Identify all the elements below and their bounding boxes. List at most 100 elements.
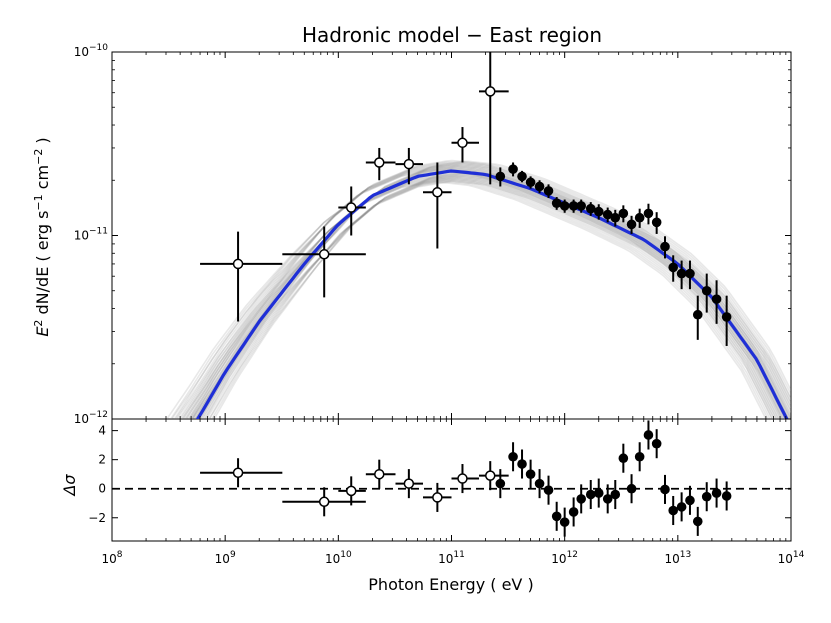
sample-curve [192,180,769,419]
sample-curve [165,167,778,419]
hess-residual [668,505,678,516]
hess-point [634,212,645,223]
fermi-residual [485,470,496,481]
fermi-point [457,137,468,149]
y-title-s-exp: −1 [32,194,45,210]
hess-residual [568,507,579,517]
hess-point [593,206,604,217]
fermi-point [374,157,385,168]
fermi-point [345,202,357,213]
sample-curve [201,164,791,419]
hess-point [610,212,621,223]
hess-residual [711,488,722,498]
fermi-point [432,187,443,198]
fermi-point [232,258,244,270]
hess-residual [585,489,596,500]
sample-curve [205,179,786,419]
y-title-cm-exp: −2 [32,149,45,165]
sample-curve [188,165,782,419]
x-tick-label: 108 [101,550,122,566]
res-y-tick-label: 0 [98,482,106,496]
sample-curve [183,176,776,419]
hess-residual [551,511,562,522]
sample-curve [186,177,774,419]
hess-point [534,181,545,192]
hess-point [559,201,570,211]
chart-title: Hadronic model − East region [302,23,602,47]
residual-panel-points [112,420,791,537]
x-tick-label: 109 [215,550,236,566]
hess-residual [602,494,613,504]
hess-residual [534,478,545,489]
fermi-residual [318,496,330,508]
y-tick-label: 10−11 [74,227,108,243]
hess-point [676,268,687,279]
hess-residual [610,489,621,500]
sample-curve [208,180,784,419]
hess-point [618,208,629,219]
res-y-tick-label: 2 [98,453,106,467]
hess-point [626,219,637,230]
sample-curve [189,160,791,419]
hess-residual [618,453,629,464]
x-tick-label: 1013 [664,550,691,566]
hess-residual [701,491,712,502]
sample-curve [194,181,767,419]
hess-residual [692,516,703,527]
hess-point [517,171,527,182]
y-title-e-exp: 2 [32,320,45,327]
sample-curve [175,174,780,419]
hess-point [525,177,536,188]
hess-point [543,186,554,196]
hess-residual [721,491,732,501]
sample-curve [204,165,791,419]
fermi-point [485,86,496,97]
hess-residual [495,478,506,489]
hess-residual [676,502,687,512]
hess-residual [559,517,570,527]
x-tick-label: 1010 [325,550,352,566]
hess-point [585,203,596,214]
y-tick-label: 10−10 [74,43,109,59]
hess-point [685,268,695,279]
res-y-tick-label: 4 [98,424,106,438]
sample-curve [203,178,788,419]
hess-residual [593,488,604,498]
hess-point [692,309,703,320]
hess-point [668,262,678,273]
fermi-residual [432,492,443,503]
hess-point [576,201,587,211]
hess-residual [525,469,536,479]
sample-curve [199,163,791,419]
hess-point [495,171,506,182]
x-axis-title: Photon Energy ( eV ) [368,575,533,594]
hess-point [508,164,518,174]
hess-residual [685,495,695,506]
residual-y-axis-title: Δσ [60,474,79,498]
top-y-axis-title: E2 dN/dE ( erg s−1 cm−2 ) [32,137,52,336]
x-tick-label: 1014 [778,550,805,566]
hess-point [651,217,662,228]
hess-residual [651,438,662,449]
fermi-point [403,158,415,170]
fermi-residual [232,467,244,478]
fermi-residual [345,485,357,497]
sample-curve [173,169,774,419]
x-tick-label: 1012 [551,550,578,566]
hess-residual [508,451,518,462]
hess-point [711,294,722,304]
top-panel-points [200,52,732,346]
hess-point [721,312,732,322]
hess-residual [517,459,527,469]
hess-point [602,209,613,220]
x-tick-label: 1011 [438,550,465,566]
hess-point [568,201,579,211]
hess-point [643,208,654,219]
hess-point [551,198,562,208]
fermi-residual [403,478,415,489]
hess-point [701,285,712,296]
sample-curve [191,166,780,419]
y-title-mid: dN/dE ( erg s [33,211,52,320]
sample-curve [179,175,778,419]
